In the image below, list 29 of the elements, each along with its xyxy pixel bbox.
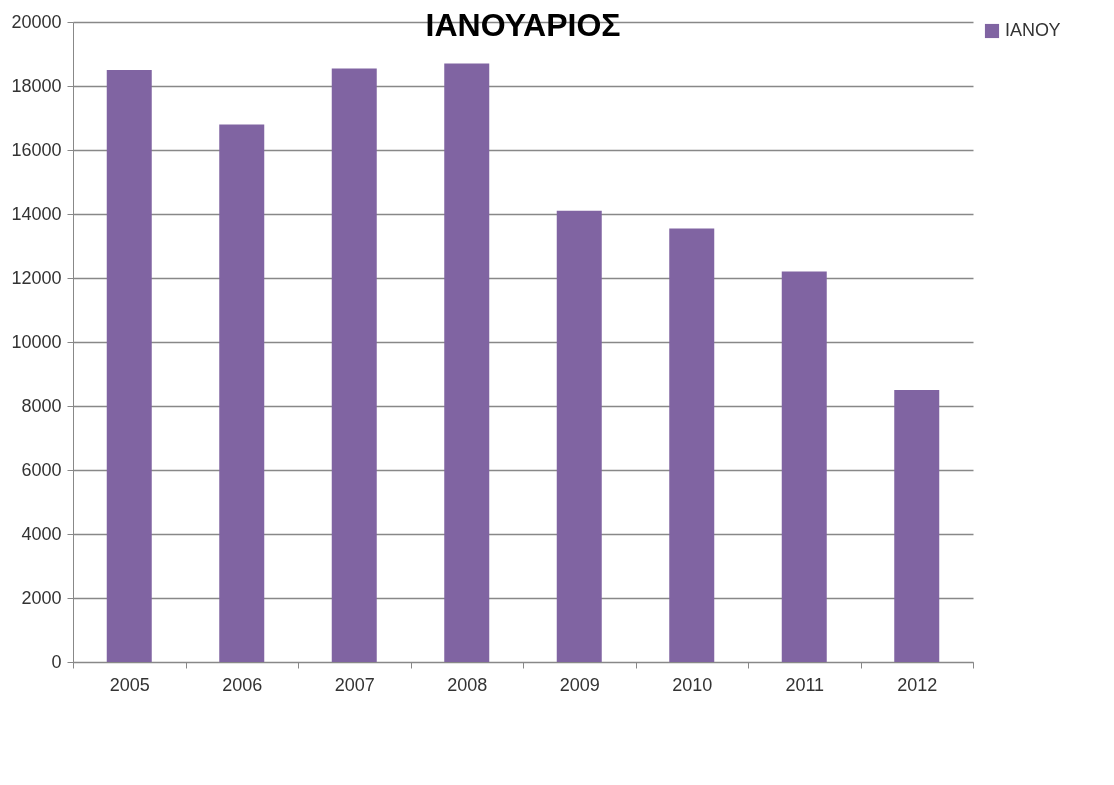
legend-label: ΙΑΝΟΥ [1005, 20, 1061, 40]
bar [444, 63, 490, 662]
bar [219, 124, 265, 662]
y-tick-label: 6000 [21, 459, 62, 480]
bar [556, 210, 602, 662]
y-tick-label: 2000 [21, 587, 62, 608]
bar [894, 390, 940, 662]
y-tick-label: 18000 [11, 75, 62, 96]
x-tick-label: 2008 [447, 674, 488, 695]
x-tick-label: 2012 [897, 674, 938, 695]
bar [781, 271, 827, 662]
bar [106, 70, 152, 662]
bar [669, 228, 715, 662]
y-tick-label: 4000 [21, 523, 62, 544]
y-tick-label: 16000 [11, 139, 62, 160]
x-tick-label: 2005 [109, 674, 150, 695]
y-tick-label: 0 [51, 651, 62, 672]
y-tick-label: 12000 [11, 267, 62, 288]
y-tick-label: 8000 [21, 395, 62, 416]
y-tick-label: 14000 [11, 203, 62, 224]
x-tick-label: 2010 [672, 674, 713, 695]
x-tick-label: 2011 [785, 674, 825, 695]
bar [331, 68, 377, 662]
y-tick-label: 10000 [11, 331, 62, 352]
x-tick-label: 2006 [222, 674, 263, 695]
x-tick-label: 2007 [334, 674, 375, 695]
y-tick-label: 20000 [11, 11, 62, 32]
x-tick-label: 2009 [559, 674, 600, 695]
chart-title: ΙΑΝΟΥΑΡΙΟΣ [425, 7, 621, 43]
